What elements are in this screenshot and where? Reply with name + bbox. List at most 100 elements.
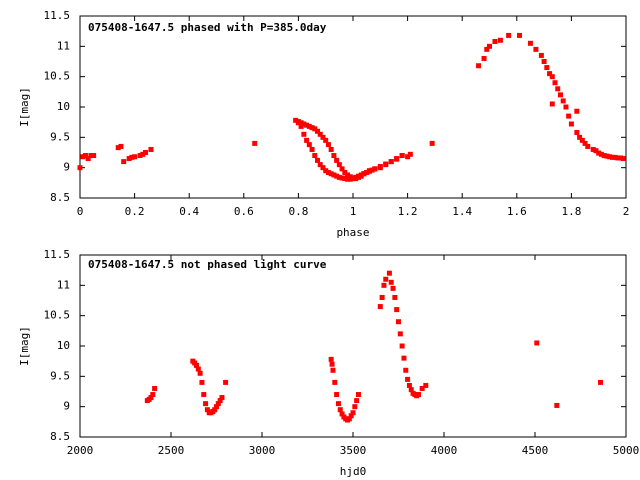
- data-point: [331, 153, 337, 159]
- data-point: [560, 98, 566, 104]
- data-point: [345, 172, 351, 178]
- data-point: [615, 155, 621, 161]
- data-point: [337, 407, 343, 413]
- y-tick-label: 8.5: [50, 430, 70, 443]
- data-point: [298, 123, 304, 129]
- data-point: [320, 165, 326, 171]
- data-point: [392, 294, 398, 300]
- data-point: [544, 65, 550, 71]
- data-point: [219, 395, 225, 401]
- data-point: [336, 174, 342, 180]
- unphased-data-points: [144, 270, 604, 423]
- data-point: [339, 175, 345, 181]
- data-point: [320, 134, 326, 140]
- data-point: [347, 174, 353, 180]
- data-point: [405, 154, 411, 160]
- phased-data-points: [77, 32, 626, 182]
- data-point: [325, 142, 331, 148]
- phased-plot-frame: [79, 15, 627, 199]
- data-point: [408, 387, 414, 393]
- x-tick-label: 4000: [431, 444, 458, 457]
- data-point: [574, 108, 580, 114]
- y-tick-label: 9: [63, 161, 70, 174]
- data-point: [609, 154, 615, 160]
- data-point: [223, 379, 229, 385]
- y-tick-label: 11: [57, 39, 70, 52]
- x-tick-label: 3500: [340, 444, 367, 457]
- data-point: [312, 153, 318, 159]
- data-point: [397, 331, 403, 337]
- data-point: [317, 131, 323, 137]
- data-point: [423, 382, 429, 388]
- data-point: [620, 156, 626, 162]
- y-tick-label: 8.5: [50, 191, 70, 204]
- data-point: [143, 150, 149, 155]
- data-point: [345, 176, 351, 182]
- data-point: [252, 140, 258, 146]
- x-tick-label: 0.8: [288, 205, 308, 218]
- data-point: [366, 168, 372, 174]
- data-point: [118, 143, 124, 149]
- data-point: [325, 170, 331, 176]
- data-point: [301, 131, 307, 137]
- data-point: [534, 340, 540, 346]
- data-point: [383, 276, 389, 282]
- unphased-plot-frame: [79, 254, 627, 438]
- x-tick-label: 0.2: [125, 205, 145, 218]
- data-point: [293, 117, 299, 123]
- y-tick-label: 10: [57, 339, 70, 352]
- data-point: [403, 367, 409, 373]
- phased-chart-title: 075408-1647.5 phased with P=385.0day: [88, 21, 327, 34]
- data-point: [132, 154, 138, 160]
- data-point: [315, 157, 321, 163]
- data-point: [557, 92, 563, 98]
- data-point: [379, 294, 385, 300]
- data-point: [416, 392, 422, 398]
- data-point: [323, 137, 329, 143]
- phased-chart: 075408-1647.5 phased with P=385.0day 0 0.…: [18, 9, 629, 239]
- data-point: [585, 143, 591, 149]
- data-point: [552, 80, 558, 86]
- data-point: [429, 140, 435, 146]
- data-point: [199, 379, 205, 385]
- data-point: [331, 172, 337, 178]
- data-point: [497, 37, 503, 43]
- data-point: [396, 319, 401, 325]
- data-point: [517, 32, 523, 38]
- y-tick-label: 10.5: [44, 70, 71, 83]
- data-point: [352, 404, 358, 410]
- data-point: [315, 128, 321, 134]
- data-point: [601, 153, 607, 159]
- data-point: [618, 155, 624, 161]
- x-tick-label: 3000: [249, 444, 276, 457]
- data-point: [394, 307, 400, 313]
- data-point: [377, 304, 383, 310]
- data-point: [306, 123, 312, 129]
- data-point: [372, 166, 378, 172]
- data-point: [335, 401, 341, 407]
- unphased-chart: 075408-1647.5 not phased light curve 200…: [18, 248, 639, 478]
- data-point: [355, 174, 361, 180]
- data-point: [152, 385, 158, 391]
- data-point: [309, 146, 315, 152]
- data-point: [579, 137, 585, 143]
- data-point: [328, 146, 334, 152]
- data-point: [386, 270, 392, 276]
- data-point: [598, 151, 604, 157]
- data-point: [148, 146, 154, 152]
- x-tick-label: 0: [77, 205, 84, 218]
- data-point: [388, 279, 394, 285]
- data-point: [406, 382, 412, 388]
- data-point: [317, 162, 323, 168]
- x-tick-label: 2500: [158, 444, 185, 457]
- data-point: [193, 362, 199, 368]
- data-point: [88, 153, 94, 159]
- y-tick-label: 9: [63, 400, 70, 413]
- data-point: [306, 142, 312, 148]
- data-point: [334, 392, 340, 398]
- unphased-axis-ticks: 2000 2500 3000 3500 4000 4500 5000 8.5 9 9.5 10 10.…: [44, 248, 640, 457]
- data-point: [399, 343, 405, 349]
- data-point: [91, 153, 97, 159]
- data-point: [197, 370, 203, 376]
- data-point: [323, 168, 329, 174]
